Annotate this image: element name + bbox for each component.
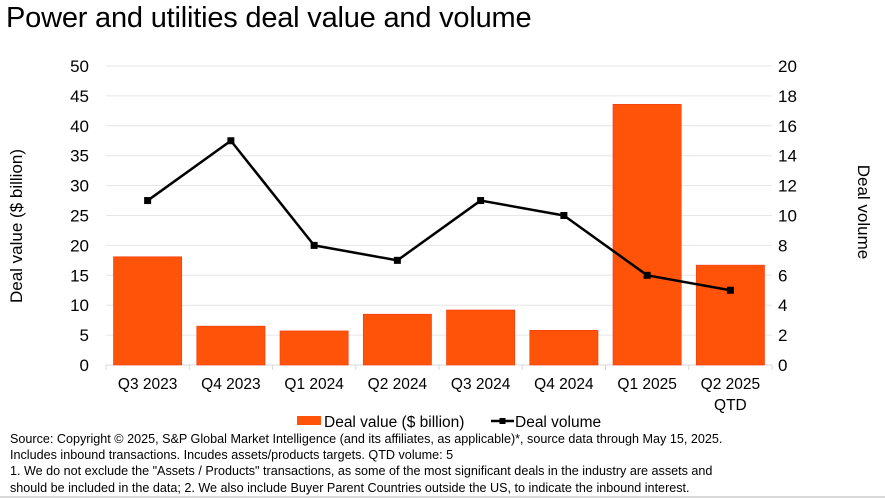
- y-tick-label-left: 20: [70, 236, 89, 255]
- bar: [695, 264, 765, 366]
- line-marker: [310, 241, 318, 249]
- y-tick-label-right: 8: [778, 236, 787, 255]
- bar-series-deal-value: [113, 103, 765, 366]
- x-tick-label: Q2 2025: [701, 376, 760, 393]
- x-tick-label: Q3 2023: [118, 376, 177, 393]
- y-tick-label-left: 40: [70, 117, 89, 136]
- y-tick-label-right: 4: [778, 296, 787, 315]
- bar: [113, 256, 183, 366]
- y-tick-label-right: 20: [778, 57, 797, 76]
- line-marker: [227, 137, 235, 145]
- legend-swatch-deal-value: [297, 416, 321, 425]
- x-tick-label: Q1 2024: [284, 376, 344, 393]
- line-path: [146, 139, 731, 292]
- y-tick-label-left: 45: [70, 87, 89, 106]
- y-tick-label-right: 2: [778, 326, 787, 345]
- chart-title: Power and utilities deal value and volum…: [6, 2, 532, 34]
- y-axis-right-title: Deal volume: [854, 165, 873, 260]
- source-notes: Source: Copyright © 2025, S&P Global Mar…: [10, 431, 880, 496]
- bar: [196, 325, 266, 366]
- x-tick-label: Q3 2024: [451, 376, 511, 393]
- y-tick-label-left: 35: [70, 147, 89, 166]
- y-tick-label-left: 25: [70, 207, 89, 226]
- y-axis-left-title: Deal value ($ billion): [7, 149, 26, 303]
- y-tick-label-left: 15: [70, 266, 89, 285]
- y-tick-label-right: 6: [778, 266, 787, 285]
- bar: [612, 103, 682, 366]
- x-axis: Q3 2023 Q4 2023 Q1 2024 Q2 2024 Q3 2024 Q4 20…: [118, 376, 760, 414]
- legend: Deal value ($ billion) Deal volume: [297, 414, 601, 431]
- y-tick-label-left: 5: [80, 326, 89, 345]
- note-line-footnote-2: should be included in the data; 2. We al…: [10, 480, 690, 495]
- line-marker: [477, 197, 485, 205]
- y-axis-right: 0 2 4 6 8 10 12 14 16 18 20: [778, 57, 797, 375]
- note-line-inbound: Includes inbound transactions. Incudes a…: [10, 448, 454, 463]
- y-tick-label-left: 10: [70, 296, 89, 315]
- line-marker: [393, 256, 401, 264]
- y-tick-label-right: 0: [778, 356, 787, 375]
- y-tick-label-right: 16: [778, 117, 797, 136]
- x-tick-label: Q4 2023: [201, 376, 260, 393]
- bar: [362, 313, 432, 366]
- y-tick-label-left: 0: [80, 356, 89, 375]
- x-tick-label: Q1 2025: [617, 376, 676, 393]
- line-marker: [560, 212, 568, 219]
- legend-label-deal-value: Deal value ($ billion): [324, 414, 464, 431]
- legend-swatch-deal-volume-marker: [499, 418, 506, 424]
- line-marker: [144, 197, 152, 205]
- x-tick-label: QTD: [714, 397, 747, 414]
- line-series-deal-volume: [144, 137, 734, 294]
- line-marker: [643, 271, 651, 279]
- y-tick-label-right: 12: [778, 177, 797, 196]
- y-tick-label-right: 18: [778, 87, 797, 106]
- legend-label-deal-volume: Deal volume: [515, 414, 601, 431]
- bar: [529, 330, 599, 366]
- bottom-divider: [0, 496, 885, 498]
- x-tick-label: Q4 2024: [534, 376, 594, 393]
- line-marker: [726, 286, 734, 294]
- y-tick-label-right: 10: [778, 207, 797, 226]
- y-tick-label-right: 14: [778, 147, 797, 166]
- y-tick-label-left: 30: [70, 177, 89, 196]
- y-tick-label-left: 50: [70, 57, 89, 76]
- note-line-source: Source: Copyright © 2025, S&P Global Mar…: [10, 432, 723, 446]
- note-line-footnote-1: 1. We do not exclude the "Assets / Produ…: [10, 464, 713, 479]
- bar: [279, 330, 349, 366]
- bar: [446, 309, 516, 366]
- x-tick-label: Q2 2024: [368, 376, 428, 393]
- y-axis-left: 0 5 10 15 20 25 30 35 40 45 50: [70, 57, 89, 375]
